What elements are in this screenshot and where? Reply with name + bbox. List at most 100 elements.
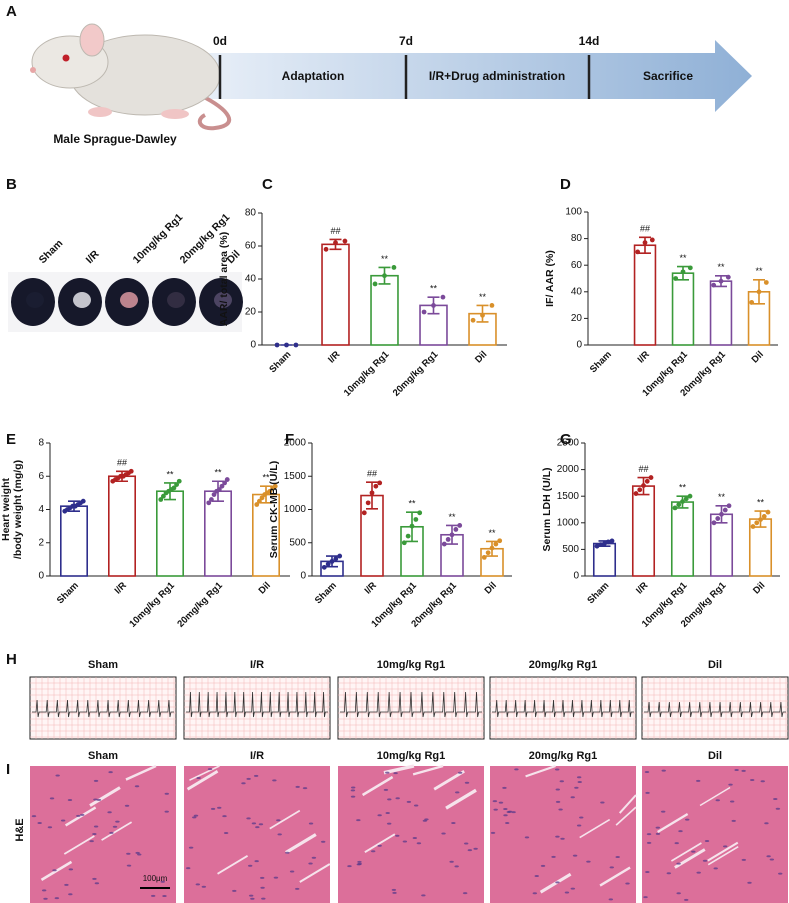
significance-label: ** xyxy=(679,253,687,263)
ecg-trace xyxy=(644,701,786,718)
tissue-gap xyxy=(670,842,702,862)
nucleus xyxy=(223,831,229,834)
data-point xyxy=(756,289,762,295)
data-point xyxy=(489,303,495,308)
ecg-paper xyxy=(489,676,637,740)
data-point xyxy=(405,533,411,539)
nucleus xyxy=(514,768,519,771)
nucleus xyxy=(311,856,317,859)
nucleus xyxy=(492,800,498,803)
data-point xyxy=(725,274,731,280)
nucleus xyxy=(463,842,469,845)
tissue-gap xyxy=(63,835,95,855)
nucleus xyxy=(674,842,679,845)
x-tick-label: I/R xyxy=(363,580,379,596)
nucleus xyxy=(137,853,142,856)
nucleus xyxy=(424,818,429,821)
nucleus xyxy=(246,817,251,820)
x-tick-label: 20mg/kg Rg1 xyxy=(175,580,225,630)
nucleus xyxy=(731,819,736,822)
data-point xyxy=(158,497,164,502)
nucleus xyxy=(250,897,255,900)
nucleus xyxy=(666,872,672,875)
nucleus xyxy=(655,826,661,829)
nucleus xyxy=(462,892,468,895)
data-point xyxy=(365,500,371,506)
nucleus xyxy=(357,862,362,865)
nucleus xyxy=(747,881,752,884)
nucleus xyxy=(775,807,781,810)
data-point xyxy=(171,485,177,491)
data-point xyxy=(715,516,721,521)
data-point xyxy=(493,541,499,547)
nucleus xyxy=(558,808,563,811)
significance-label: ## xyxy=(638,464,648,474)
nucleus xyxy=(160,880,165,883)
nucleus xyxy=(586,860,591,863)
tissue-gap xyxy=(445,788,477,810)
ecg-trace xyxy=(492,699,634,718)
data-point xyxy=(683,496,689,502)
nucleus xyxy=(503,814,508,817)
tissue-gap xyxy=(125,764,157,781)
y-tick-label: 6 xyxy=(38,471,44,482)
data-point xyxy=(633,491,639,496)
nucleus xyxy=(383,788,389,791)
nucleus xyxy=(555,835,560,838)
data-point xyxy=(274,342,280,348)
y-tick-label: 20 xyxy=(571,313,583,324)
ecg-trace xyxy=(186,691,328,718)
bar xyxy=(321,243,350,346)
phase-label: I/R+Drug administration xyxy=(429,69,565,83)
y-tick-label: 8 xyxy=(38,438,44,449)
data-point xyxy=(222,480,228,486)
data-point xyxy=(598,542,604,548)
nucleus xyxy=(449,860,454,863)
significance-label: ** xyxy=(262,473,270,483)
nucleus xyxy=(308,862,313,865)
y-tick-label: 500 xyxy=(562,544,579,555)
tissue-gap xyxy=(707,841,739,862)
nucleus xyxy=(285,851,290,854)
rat-nose xyxy=(30,67,36,73)
nucleus xyxy=(728,783,733,786)
rat-eye xyxy=(62,54,70,62)
data-point xyxy=(457,523,463,528)
panel-label: C xyxy=(262,176,273,193)
nucleus xyxy=(260,886,265,889)
y-tick-label: 0 xyxy=(576,340,582,351)
nucleus xyxy=(502,786,507,789)
nucleus xyxy=(124,804,130,807)
significance-label: ** xyxy=(448,512,456,522)
data-point xyxy=(161,493,166,499)
data-point xyxy=(642,240,648,245)
data-point xyxy=(431,303,436,308)
nucleus xyxy=(207,768,213,771)
ecg-label: I/R xyxy=(250,659,264,671)
data-point xyxy=(722,507,728,513)
tissue-gap xyxy=(699,786,731,807)
error-bar xyxy=(639,236,651,255)
x-tick-label: Dil xyxy=(473,349,489,365)
nucleus xyxy=(395,797,400,800)
data-point xyxy=(765,509,771,515)
nucleus xyxy=(93,798,98,801)
slice-region xyxy=(26,292,44,308)
day-label: 7d xyxy=(399,34,413,48)
bar xyxy=(671,272,695,346)
y-tick-label: 40 xyxy=(245,274,257,285)
nucleus xyxy=(574,786,579,789)
nucleus xyxy=(112,825,118,828)
timeline-arrow xyxy=(165,40,752,112)
nucleus xyxy=(506,810,511,813)
nucleus xyxy=(559,780,564,783)
bar xyxy=(633,244,657,346)
nucleus xyxy=(246,777,251,780)
panel-label: H xyxy=(6,651,17,668)
nucleus xyxy=(391,888,397,891)
nucleus xyxy=(94,882,100,885)
tissue-gap xyxy=(657,813,689,834)
data-point xyxy=(489,545,495,551)
nucleus xyxy=(55,774,60,777)
data-point xyxy=(284,342,289,348)
